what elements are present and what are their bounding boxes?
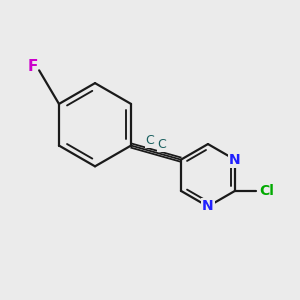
Text: C: C [158,138,166,151]
Text: F: F [27,59,38,74]
Text: N: N [202,200,214,214]
Text: N: N [229,153,241,167]
Text: Cl: Cl [259,184,274,198]
Text: C: C [146,134,154,147]
